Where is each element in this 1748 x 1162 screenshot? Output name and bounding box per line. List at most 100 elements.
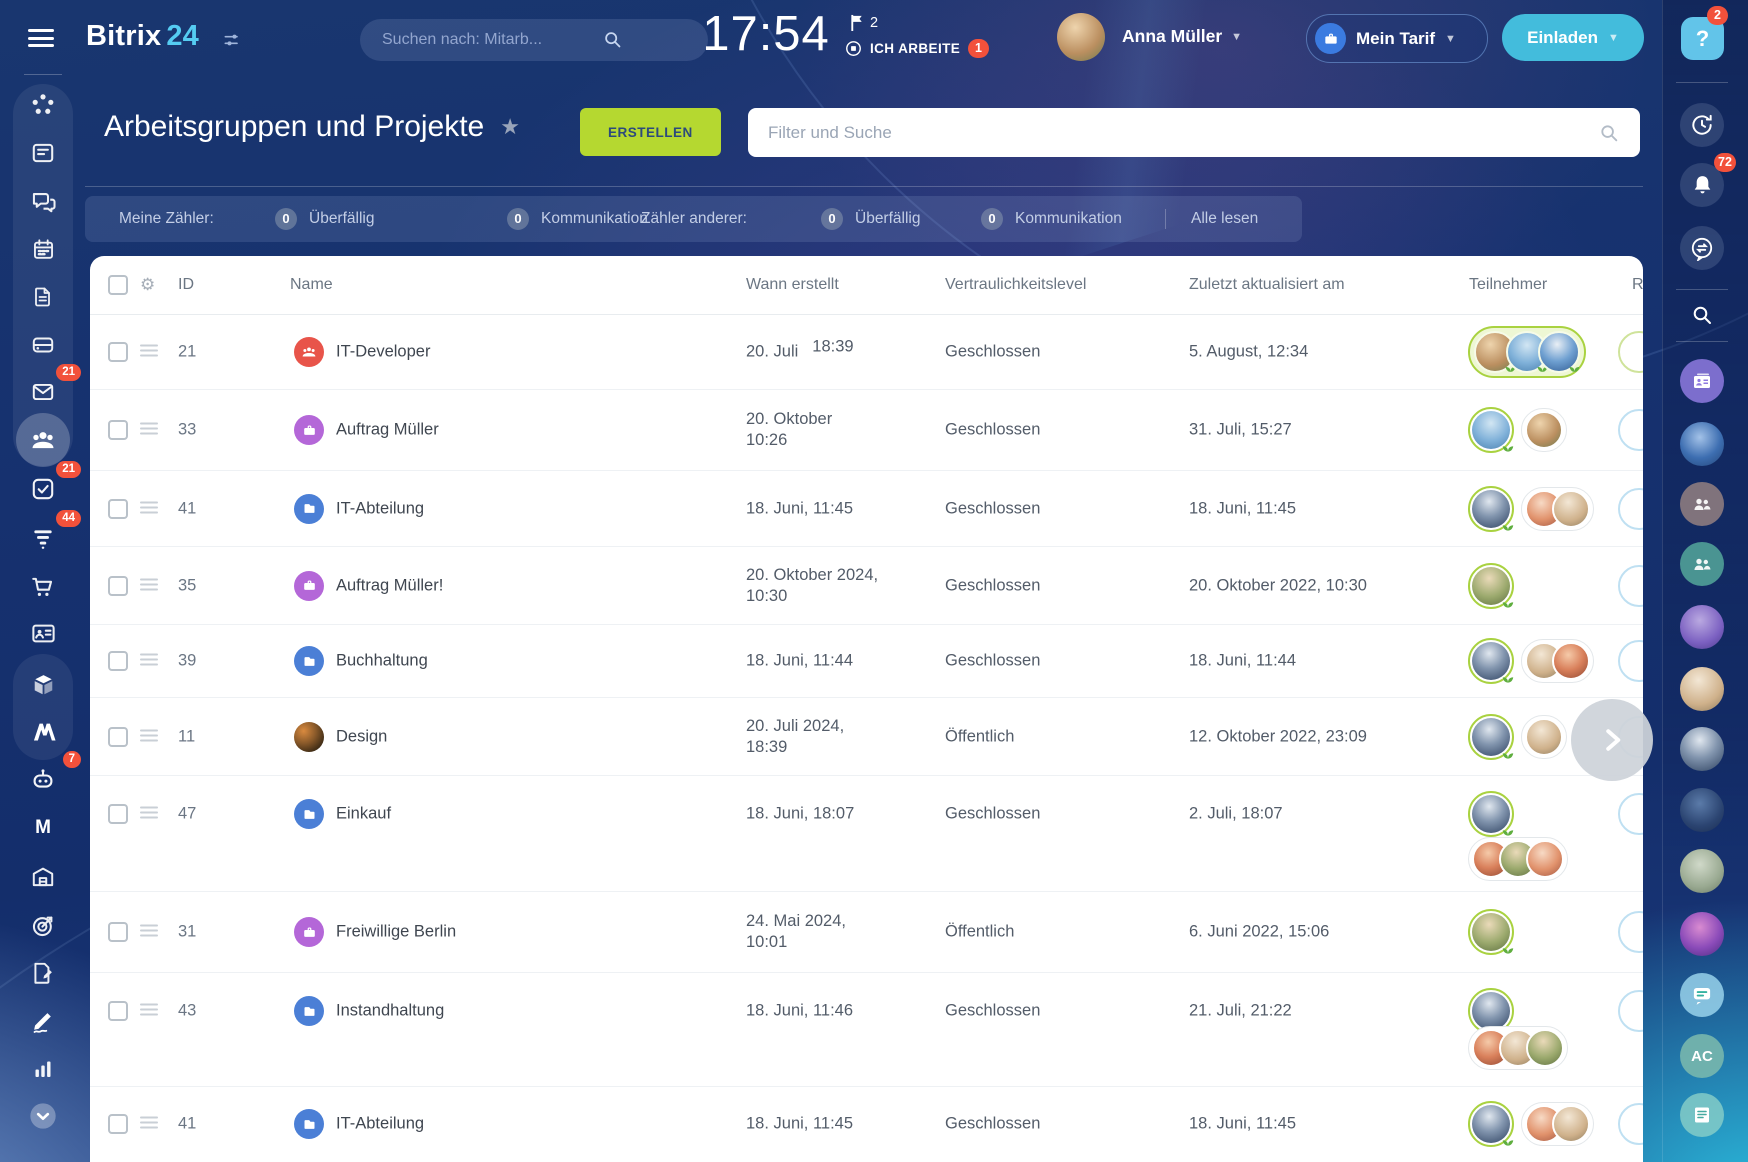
sidebar-item-copilot[interactable]: 7 xyxy=(23,751,81,797)
recent-chat-avatar[interactable] xyxy=(1680,667,1724,711)
sidebar-search-button[interactable] xyxy=(1680,293,1724,337)
recent-chat-group[interactable] xyxy=(1680,542,1724,586)
grid-settings-gear-icon[interactable]: ⚙ xyxy=(140,275,156,294)
participants-group[interactable] xyxy=(1468,407,1567,453)
sidebar-item-crm[interactable]: 44 xyxy=(23,510,81,556)
column-confidentiality[interactable]: Vertraulichkeitslevel xyxy=(945,276,1087,293)
row-checkbox[interactable] xyxy=(108,420,128,440)
sidebar-item-tasks[interactable]: 21 xyxy=(23,461,81,507)
row-checkbox[interactable] xyxy=(108,922,128,942)
user-menu[interactable]: Anna Müller ▼ xyxy=(1122,26,1242,47)
sidebar-item-esign[interactable] xyxy=(23,1003,63,1039)
group-name-link[interactable]: Auftrag Müller! xyxy=(336,576,444,594)
sidebar-item-contact-center[interactable] xyxy=(23,615,63,651)
participants-group[interactable] xyxy=(1468,1101,1594,1147)
sidebar-item-m[interactable]: M xyxy=(23,810,63,846)
row-checkbox[interactable] xyxy=(108,804,128,824)
participant-owner-avatar[interactable] xyxy=(1468,1101,1514,1147)
participant-avatar[interactable] xyxy=(1552,1105,1590,1143)
group-name-link[interactable]: Instandhaltung xyxy=(336,1001,445,1020)
participants-extra[interactable] xyxy=(1521,486,1594,531)
sidebar-item-marketing[interactable] xyxy=(23,907,63,943)
column-created[interactable]: Wann erstellt xyxy=(746,276,839,293)
help-button[interactable]: ? xyxy=(1681,17,1724,60)
table-row[interactable]: 35 Auftrag Müller! 20. Oktober 2024, 10:3… xyxy=(90,547,1643,625)
sidebar-item-shop[interactable] xyxy=(23,569,63,605)
flag-counter[interactable]: 2 xyxy=(850,14,878,31)
sidebar-item-sites[interactable] xyxy=(23,713,63,749)
group-briefcase-icon[interactable] xyxy=(294,917,324,947)
column-participants[interactable]: Teilnehmer xyxy=(1469,276,1548,293)
group-name-link[interactable]: Buchhaltung xyxy=(336,651,428,670)
participants-group[interactable] xyxy=(1468,638,1594,684)
recent-chat-avatar[interactable] xyxy=(1680,727,1724,771)
sidebar-item-messenger[interactable] xyxy=(23,184,63,220)
participants-extra[interactable] xyxy=(1521,714,1567,759)
row-checkbox[interactable] xyxy=(108,1001,128,1021)
contact-card-button[interactable] xyxy=(1680,359,1724,403)
column-role[interactable]: R xyxy=(1632,276,1643,293)
user-avatar[interactable] xyxy=(1057,13,1105,61)
drag-handle-icon[interactable] xyxy=(140,1116,158,1132)
group-team-icon[interactable] xyxy=(294,337,324,367)
participant-avatar[interactable] xyxy=(1552,489,1590,528)
expand-panel-button[interactable] xyxy=(1571,699,1653,781)
drag-handle-icon[interactable] xyxy=(140,924,158,940)
participant-avatar[interactable] xyxy=(1526,1029,1564,1067)
participants-extra[interactable] xyxy=(1468,1026,1568,1070)
participants-extra[interactable] xyxy=(1521,1102,1594,1146)
create-button[interactable]: ERSTELLEN xyxy=(580,108,721,156)
column-updated[interactable]: Zuletzt aktualisiert am xyxy=(1189,276,1345,293)
favorite-star-icon[interactable]: ★ xyxy=(500,114,520,139)
participant-avatar[interactable] xyxy=(1538,331,1580,373)
work-status[interactable]: ICH ARBEITE 1 xyxy=(845,39,990,58)
worktime-sync-button[interactable] xyxy=(1680,103,1724,147)
group-name-link[interactable]: Auftrag Müller xyxy=(336,420,439,439)
participant-owner-avatar[interactable] xyxy=(1468,485,1514,532)
sidebar-item-analytics[interactable] xyxy=(23,1051,63,1087)
participant-owner-avatar[interactable] xyxy=(1468,407,1514,453)
worktime-clock[interactable]: 17:54 xyxy=(702,7,830,61)
sidebar-item-warehouse[interactable] xyxy=(23,859,63,895)
recent-chat-avatar[interactable] xyxy=(1680,788,1724,832)
drag-handle-icon[interactable] xyxy=(140,729,158,744)
counter-label[interactable]: Kommunikation xyxy=(541,210,648,227)
group-name-link[interactable]: IT-Abteilung xyxy=(336,1114,425,1133)
group-folder-icon[interactable] xyxy=(294,799,324,829)
group-folder-icon[interactable] xyxy=(294,493,324,524)
participant-avatar[interactable] xyxy=(1525,717,1563,756)
row-checkbox[interactable] xyxy=(108,1114,128,1134)
recent-chat-initials[interactable]: AC xyxy=(1680,1034,1724,1078)
row-checkbox[interactable] xyxy=(108,498,128,519)
logo-settings-icon[interactable] xyxy=(222,30,242,50)
select-all-checkbox[interactable] xyxy=(108,275,128,295)
sidebar-item-collab[interactable] xyxy=(23,87,63,123)
drag-handle-icon[interactable] xyxy=(140,653,158,669)
group-name-link[interactable]: Freiwillige Berlin xyxy=(336,922,457,941)
participant-owner-avatar[interactable] xyxy=(1468,562,1514,609)
table-row[interactable]: 41 IT-Abteilung 18. Juni, 11:45 Geschlos… xyxy=(90,471,1643,547)
recent-chat-avatar[interactable] xyxy=(1680,849,1724,893)
filter-search-input[interactable] xyxy=(748,108,1640,157)
drag-handle-icon[interactable] xyxy=(140,1003,158,1019)
table-row[interactable]: 21 IT-Developer 20. Juli 18:39 Geschlosse… xyxy=(90,315,1643,390)
group-briefcase-icon[interactable] xyxy=(294,415,324,445)
participant-avatar[interactable] xyxy=(1525,411,1563,449)
chat-lines-button[interactable] xyxy=(1680,973,1724,1017)
group-name-link[interactable]: Design xyxy=(336,727,388,745)
participants-group[interactable] xyxy=(1468,909,1514,955)
drag-handle-icon[interactable] xyxy=(140,344,158,360)
participant-avatar[interactable] xyxy=(1552,642,1590,680)
participants-extra[interactable] xyxy=(1468,837,1568,881)
sidebar-item-workgroups[interactable] xyxy=(23,422,63,458)
sidebar-item-market[interactable] xyxy=(23,667,63,703)
filter-search-icon[interactable] xyxy=(1598,122,1620,144)
counter-label[interactable]: Überfällig xyxy=(855,210,921,227)
sidebar-item-feed[interactable] xyxy=(23,135,63,171)
participants-extra[interactable] xyxy=(1521,639,1594,683)
group-folder-icon[interactable] xyxy=(294,996,324,1026)
invite-button[interactable]: Einladen ▼ xyxy=(1502,14,1644,61)
menu-hamburger-icon[interactable] xyxy=(28,29,54,52)
group-briefcase-icon[interactable] xyxy=(294,570,324,601)
drag-handle-icon[interactable] xyxy=(140,501,158,516)
